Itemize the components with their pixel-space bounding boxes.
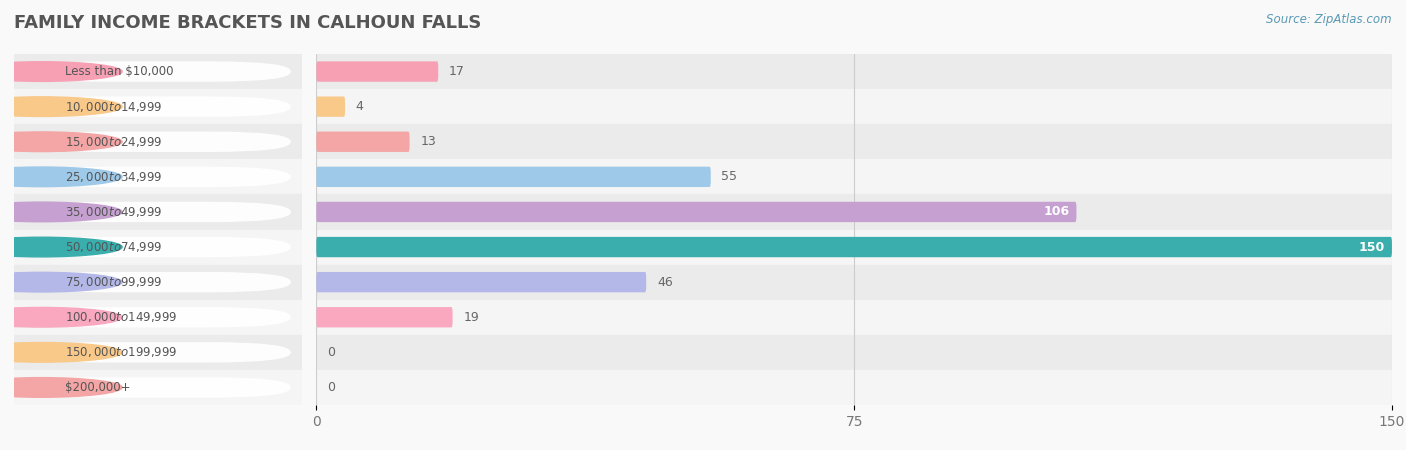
FancyBboxPatch shape	[316, 166, 711, 187]
FancyBboxPatch shape	[25, 237, 291, 257]
Text: $10,000 to $14,999: $10,000 to $14,999	[65, 99, 162, 114]
Circle shape	[0, 378, 122, 397]
FancyBboxPatch shape	[25, 131, 291, 152]
Circle shape	[0, 272, 122, 292]
Bar	[14, 159, 302, 194]
Bar	[14, 370, 302, 405]
Circle shape	[0, 97, 122, 117]
Text: 46: 46	[657, 276, 672, 288]
Text: 17: 17	[449, 65, 465, 78]
Text: 0: 0	[328, 381, 335, 394]
Bar	[0, 194, 1406, 230]
FancyBboxPatch shape	[316, 131, 409, 152]
Bar	[14, 89, 302, 124]
Circle shape	[0, 307, 122, 327]
Text: $50,000 to $74,999: $50,000 to $74,999	[65, 240, 162, 254]
Text: 19: 19	[464, 311, 479, 324]
Text: 106: 106	[1043, 206, 1070, 218]
Bar	[14, 124, 302, 159]
Text: 0: 0	[328, 346, 335, 359]
FancyBboxPatch shape	[25, 377, 291, 398]
Bar	[14, 194, 302, 230]
FancyBboxPatch shape	[316, 202, 1077, 222]
Text: $200,000+: $200,000+	[65, 381, 129, 394]
Text: 13: 13	[420, 135, 436, 148]
Circle shape	[0, 342, 122, 362]
Text: $15,000 to $24,999: $15,000 to $24,999	[65, 135, 162, 149]
Circle shape	[0, 167, 122, 187]
Bar	[0, 159, 1406, 194]
Bar	[14, 265, 302, 300]
Bar	[14, 54, 302, 89]
Text: 4: 4	[356, 100, 364, 113]
Text: FAMILY INCOME BRACKETS IN CALHOUN FALLS: FAMILY INCOME BRACKETS IN CALHOUN FALLS	[14, 14, 481, 32]
Bar	[0, 54, 1406, 89]
Bar	[0, 335, 1406, 370]
Circle shape	[0, 202, 122, 222]
FancyBboxPatch shape	[25, 61, 291, 82]
Text: Source: ZipAtlas.com: Source: ZipAtlas.com	[1267, 14, 1392, 27]
Text: Less than $10,000: Less than $10,000	[65, 65, 173, 78]
FancyBboxPatch shape	[25, 307, 291, 328]
FancyBboxPatch shape	[25, 272, 291, 292]
FancyBboxPatch shape	[25, 202, 291, 222]
Text: 150: 150	[1358, 241, 1385, 253]
Circle shape	[0, 132, 122, 152]
Text: $150,000 to $199,999: $150,000 to $199,999	[65, 345, 177, 360]
Bar	[0, 300, 1406, 335]
Text: $100,000 to $149,999: $100,000 to $149,999	[65, 310, 177, 324]
Text: $35,000 to $49,999: $35,000 to $49,999	[65, 205, 162, 219]
Bar	[0, 265, 1406, 300]
Circle shape	[0, 62, 122, 81]
Text: $25,000 to $34,999: $25,000 to $34,999	[65, 170, 162, 184]
FancyBboxPatch shape	[316, 96, 344, 117]
FancyBboxPatch shape	[316, 272, 647, 292]
FancyBboxPatch shape	[316, 307, 453, 328]
Text: 55: 55	[721, 171, 738, 183]
FancyBboxPatch shape	[25, 166, 291, 187]
FancyBboxPatch shape	[316, 61, 439, 82]
Text: $75,000 to $99,999: $75,000 to $99,999	[65, 275, 162, 289]
FancyBboxPatch shape	[316, 237, 1392, 257]
Bar	[0, 230, 1406, 265]
Bar	[14, 335, 302, 370]
Bar	[0, 89, 1406, 124]
Bar	[0, 370, 1406, 405]
FancyBboxPatch shape	[25, 96, 291, 117]
Bar	[0, 124, 1406, 159]
Bar	[14, 230, 302, 265]
Bar	[14, 300, 302, 335]
Circle shape	[0, 237, 122, 257]
FancyBboxPatch shape	[25, 342, 291, 363]
